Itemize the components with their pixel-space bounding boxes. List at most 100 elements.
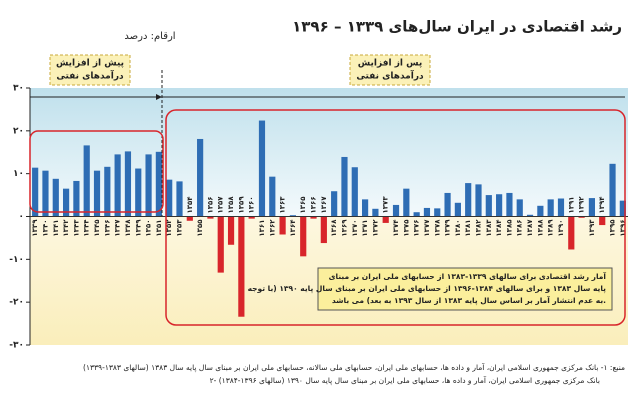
x-tick-label: ۱۳۸۳ (485, 219, 493, 237)
highlight-box (165, 109, 626, 326)
x-tick-label: ۱۳۶۰ (248, 196, 256, 213)
x-tick-label: ۱۳۵۴ (186, 196, 194, 214)
note-text: به عدم انتشار آمار بر اساس سال پایه ۱۳۸۳… (332, 295, 606, 305)
bar (537, 205, 544, 217)
bar (506, 192, 513, 217)
y-tick-label: ۱۰ (13, 169, 24, 179)
bar (588, 198, 596, 217)
x-tick-label: ۱۳۸۱ (464, 220, 472, 237)
x-tick-label: ۱۳۸۵ (505, 219, 513, 237)
bar (320, 216, 327, 244)
bar (444, 192, 451, 217)
bar (248, 216, 255, 219)
x-tick-label: ۱۳۵۱ (155, 220, 163, 237)
bar (341, 156, 348, 217)
after-label: درآمدهای نفتی (356, 70, 424, 82)
bar (557, 198, 565, 217)
bar (372, 208, 379, 217)
bar (135, 168, 142, 217)
bar (269, 176, 276, 217)
bar (145, 154, 152, 217)
y-tick-label: ۳۰ (13, 84, 24, 94)
bar (403, 188, 410, 217)
x-tick-label: ۱۳۵۷ (217, 196, 225, 214)
bar (73, 180, 80, 217)
note-box (317, 267, 613, 311)
x-tick-label: ۱۳۴۱ (52, 220, 60, 237)
x-tick-label: ۱۳۶۲ (268, 219, 276, 237)
bar (526, 214, 534, 217)
x-tick-label: ۱۳۹۶ (619, 220, 627, 237)
x-tick-label: ۱۳۸۰ (454, 220, 462, 237)
x-tick-label: ۱۳۷۳ (382, 196, 390, 214)
x-tick-label: ۱۳۴۰ (41, 220, 49, 237)
bar (392, 204, 400, 217)
bar (114, 154, 121, 217)
x-tick-label: ۱۳۶۶ (310, 196, 318, 213)
bar (155, 151, 162, 217)
x-tick-label: ۱۳۶۴ (289, 219, 297, 237)
bar (496, 194, 503, 217)
x-tick-label: ۱۳۷۸ (433, 219, 441, 237)
x-tick-label: ۱۳۹۵ (609, 219, 617, 237)
x-tick-label: ۱۳۷۱ (361, 220, 369, 237)
bar (166, 179, 173, 217)
unit-label: ارقام: درصد (124, 31, 175, 42)
x-tick-label: ۱۳۶۵ (299, 196, 307, 214)
x-tick-label: ۱۳۶۹ (340, 219, 348, 237)
bar (619, 200, 626, 217)
x-tick-label: ۱۳۵۳ (176, 219, 184, 237)
x-tick-label: ۱۳۸۹ (547, 219, 555, 237)
x-tick-label: ۱۳۵۹ (237, 196, 245, 214)
bar (465, 183, 472, 217)
x-tick-label: ۱۳۶۷ (320, 196, 328, 214)
bar (217, 216, 224, 273)
x-tick-label: ۱۳۶۳ (279, 196, 287, 214)
source-text: ۲- بانک مرکزی جمهوری اسلامی ایران، آمار … (210, 375, 600, 385)
x-tick-label: ۱۳۷۰ (351, 220, 359, 237)
x-tick-label: ۱۳۵۶ (206, 196, 214, 213)
x-tick-label: ۱۳۸۷ (526, 219, 534, 237)
x-tick-label: ۱۳۷۷ (423, 219, 431, 237)
x-tick-label: ۱۳۸۴ (495, 219, 503, 237)
bar (300, 216, 307, 257)
bar (197, 138, 204, 217)
bar (382, 216, 389, 223)
bar (423, 207, 431, 217)
bar (279, 216, 286, 235)
source-text: منبع: ۱- بانک مرکزی جمهوری اسلامی ایران،… (83, 362, 625, 372)
x-tick-label: ۱۳۶۱ (258, 220, 266, 237)
bar (516, 199, 523, 217)
bar (227, 216, 235, 245)
bar (413, 212, 420, 217)
bar (475, 184, 482, 217)
x-tick-label: ۱۳۸۶ (516, 220, 524, 237)
x-tick-label: ۱۳۳۹ (31, 219, 39, 237)
x-tick-label: ۱۳۴۷ (114, 219, 122, 237)
y-tick-label: -۱۰ (9, 255, 24, 265)
x-tick-label: ۱۳۴۵ (93, 219, 101, 237)
x-tick-label: ۱۳۵۸ (227, 196, 235, 214)
x-tick-label: ۱۳۸۸ (536, 219, 544, 237)
bar (104, 166, 111, 217)
x-tick-label: ۱۳۴۶ (103, 220, 111, 237)
bar (83, 145, 90, 217)
x-tick-label: ۱۳۵۲ (165, 219, 173, 237)
x-tick-label: ۱۳۷۲ (371, 219, 379, 237)
bar (568, 216, 575, 250)
bar (331, 191, 338, 217)
bar (609, 163, 616, 217)
bar (124, 151, 132, 217)
x-tick-label: ۱۳۵۵ (196, 219, 204, 237)
bar (547, 199, 554, 217)
x-tick-label: ۱۳۴۳ (72, 219, 80, 237)
before-label-box (49, 54, 131, 86)
x-tick-label: ۱۳۴۲ (62, 219, 70, 237)
x-tick-label: ۱۳۹۱ (567, 196, 575, 213)
before-label: پیش از افزایش (56, 59, 124, 69)
bar (485, 195, 492, 217)
arrow-head (156, 94, 162, 100)
note-text: پایه سال ۱۳۸۳ و برای سالهای ۱۳۸۴-۱۳۹۶ از… (248, 284, 607, 293)
x-tick-label: ۱۳۴۹ (134, 219, 142, 237)
